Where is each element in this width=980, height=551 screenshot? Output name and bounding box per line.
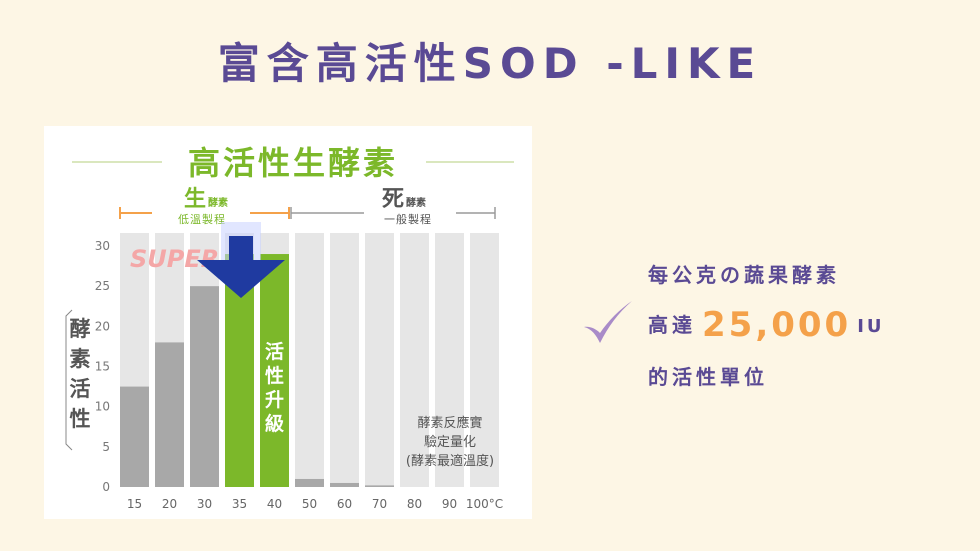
x-tick-label: 90: [442, 497, 457, 511]
chart-note-line: (酵素最適溫度): [406, 453, 494, 469]
y-axis-label-char: 性: [70, 406, 91, 431]
x-tick-label: 100°C: [466, 497, 503, 511]
x-tick-label: 15: [127, 497, 142, 511]
y-tick-label: 30: [95, 239, 110, 253]
callout-prefix: 高達: [648, 313, 696, 337]
highlight-unit: IU: [857, 316, 885, 337]
bar-label-char: 活: [265, 340, 284, 363]
bar-label-char: 級: [265, 412, 284, 435]
bar-background: [330, 233, 359, 487]
x-tick-label: 20: [162, 497, 177, 511]
bar-label-char: 升: [265, 389, 284, 411]
bar: [155, 342, 184, 487]
x-tick-label: 60: [337, 497, 352, 511]
x-tick-label: 40: [267, 497, 282, 511]
x-tick-label: 50: [302, 497, 317, 511]
bar-label-char: 性: [265, 364, 284, 387]
dead-group-process: 一般製程: [384, 212, 432, 226]
y-tick-label: 20: [95, 319, 110, 333]
highlight-value: 25,000: [702, 305, 852, 345]
y-tick-label: 5: [102, 440, 110, 454]
chart-title: 高活性生酵素: [188, 144, 398, 182]
x-tick-label: 70: [372, 497, 387, 511]
y-tick-label: 15: [95, 360, 110, 374]
y-axis-label-char: 酵: [70, 316, 91, 341]
x-tick-label: 35: [232, 497, 247, 511]
y-label-bracket: [65, 309, 73, 451]
live-group-process: 低溫製程: [178, 212, 226, 226]
callout-line-3: 的活性單位: [648, 365, 768, 389]
super-label: SUPER: [130, 245, 219, 273]
dead-group-sub: 酵素: [406, 196, 426, 209]
enzyme-activity-chart: 高活性生酵素生酵素 低溫製程死酵素 一般製程 15 20 30 35 40 50 60 70 80 90…: [44, 126, 532, 519]
y-tick-label: 10: [95, 400, 110, 414]
y-axis-label-char: 活: [70, 376, 91, 401]
page-title: 富含高活性SOD -LIKE: [217, 39, 763, 88]
live-group-main: 生: [184, 186, 206, 212]
x-tick-label: 30: [197, 497, 212, 511]
bar-background: [365, 233, 394, 487]
bar-background: [295, 233, 324, 487]
bar: [295, 478, 324, 487]
dead-group-main: 死: [382, 186, 404, 212]
callout-line-1: 每公克の蔬果酵素: [648, 263, 840, 287]
y-tick-label: 0: [102, 480, 110, 494]
bar: [190, 286, 219, 487]
down-arrow-icon: [197, 236, 285, 298]
bar-background: [470, 233, 499, 487]
check-icon: [584, 301, 632, 343]
y-axis-label-char: 素: [70, 346, 91, 371]
callout-line-2: 高達 25,000 IU: [648, 305, 885, 345]
bar: [120, 386, 149, 487]
bar-background: [400, 233, 429, 487]
chart-note-line: 驗定量化: [424, 435, 476, 450]
chart-note-line: 酵素反應實: [417, 415, 482, 431]
bar: [365, 485, 394, 487]
live-group-sub: 酵素: [208, 196, 228, 209]
bar-background: [435, 233, 464, 487]
bar: [260, 254, 289, 487]
y-tick-label: 25: [95, 279, 110, 293]
bar: [330, 482, 359, 487]
x-tick-label: 80: [407, 497, 422, 511]
